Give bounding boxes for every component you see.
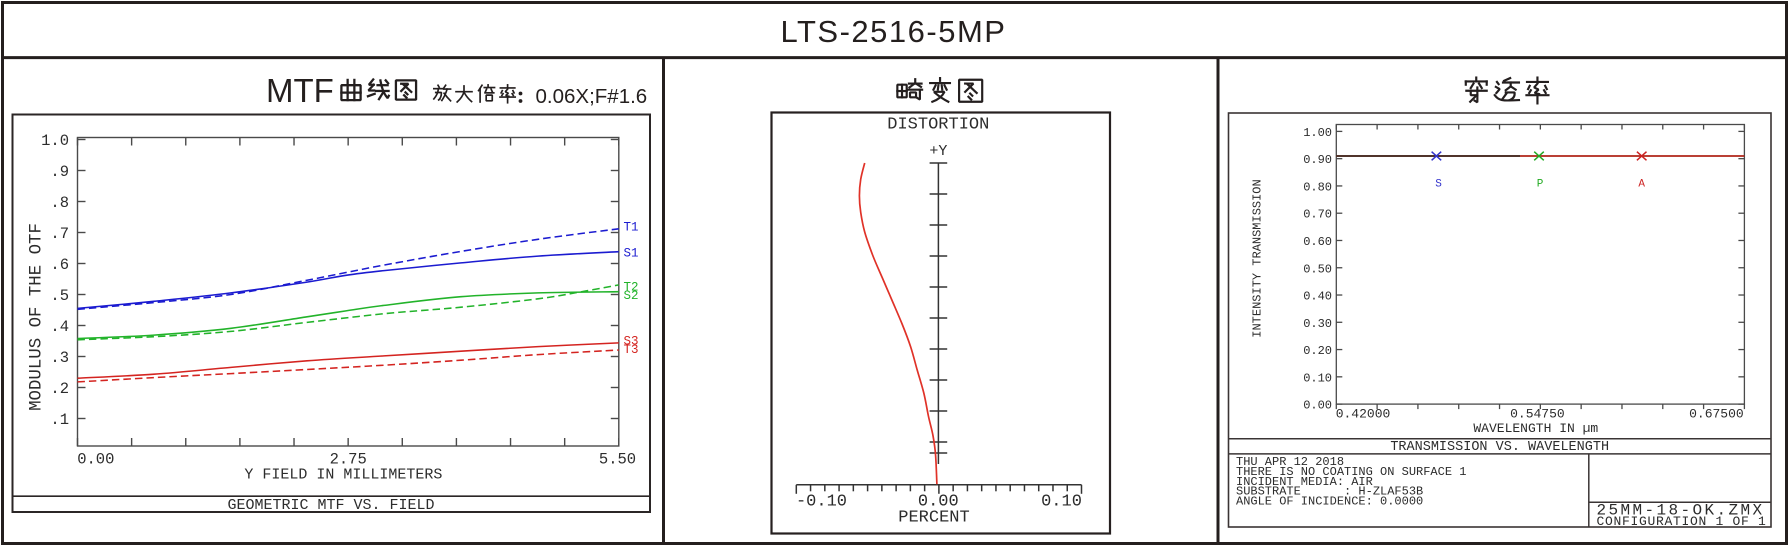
svg-text:Y FIELD IN MILLIMETERS: Y FIELD IN MILLIMETERS xyxy=(244,467,442,484)
svg-text:+Y: +Y xyxy=(929,143,947,160)
svg-text:CONFIGURATION 1 OF 1: CONFIGURATION 1 OF 1 xyxy=(1597,514,1767,529)
svg-text:LTS-2516-5MP: LTS-2516-5MP xyxy=(781,14,1007,49)
svg-text:0.80: 0.80 xyxy=(1303,180,1332,194)
svg-text:.1: .1 xyxy=(50,411,69,429)
svg-text:S2: S2 xyxy=(624,289,639,303)
svg-text:0.60: 0.60 xyxy=(1303,235,1332,249)
svg-text:T3: T3 xyxy=(624,343,639,357)
svg-text:THERE IS NO COATING ON SURFACE: THERE IS NO COATING ON SURFACE 1 xyxy=(1236,465,1466,479)
svg-text:INCIDENT MEDIA: AIR: INCIDENT MEDIA: AIR xyxy=(1236,475,1373,489)
svg-text:S: S xyxy=(1435,179,1442,191)
svg-text:.7: .7 xyxy=(50,225,69,243)
svg-text:.9: .9 xyxy=(50,163,69,181)
svg-text:5.50: 5.50 xyxy=(599,451,636,469)
svg-text:0.30: 0.30 xyxy=(1303,317,1332,331)
svg-text:SUBSTRATE : H-ZLAF53B: SUBSTRATE : H-ZLAF53B xyxy=(1236,485,1423,499)
svg-text:0.42000: 0.42000 xyxy=(1336,407,1391,422)
svg-text:GEOMETRIC MTF VS. FIELD: GEOMETRIC MTF VS. FIELD xyxy=(227,497,434,514)
svg-text:T1: T1 xyxy=(624,221,639,235)
svg-text:DISTORTION: DISTORTION xyxy=(887,116,989,135)
svg-text:0.06X;F#1.6: 0.06X;F#1.6 xyxy=(536,85,648,108)
svg-text:0.10: 0.10 xyxy=(1041,493,1082,512)
svg-text:THU APR 12 2018: THU APR 12 2018 xyxy=(1236,455,1344,469)
svg-text:0.67500: 0.67500 xyxy=(1689,407,1744,422)
svg-text:25MM-18-OK.ZMX: 25MM-18-OK.ZMX xyxy=(1597,502,1765,520)
svg-text:ANGLE OF INCIDENCE: 0.0000: ANGLE OF INCIDENCE: 0.0000 xyxy=(1236,495,1423,509)
svg-text:0.70: 0.70 xyxy=(1303,208,1332,222)
svg-text:MTF: MTF xyxy=(266,72,334,109)
svg-text:0.20: 0.20 xyxy=(1303,344,1332,358)
svg-text:0.50: 0.50 xyxy=(1303,262,1332,276)
svg-text:2.75: 2.75 xyxy=(330,451,367,469)
svg-text:0.54750: 0.54750 xyxy=(1510,407,1565,422)
svg-text:-0.10: -0.10 xyxy=(796,493,847,512)
svg-text:1.00: 1.00 xyxy=(1303,126,1332,140)
svg-text:.8: .8 xyxy=(50,194,69,212)
svg-text:P: P xyxy=(1537,179,1544,191)
svg-text:0.00: 0.00 xyxy=(918,493,959,512)
svg-text:.5: .5 xyxy=(50,287,69,305)
svg-text:.6: .6 xyxy=(50,256,69,274)
svg-text:S1: S1 xyxy=(624,247,639,261)
svg-text:.4: .4 xyxy=(50,318,69,336)
svg-text:0.40: 0.40 xyxy=(1303,290,1332,304)
svg-text:1.0: 1.0 xyxy=(41,132,69,150)
svg-text:MODULUS OF THE OTF: MODULUS OF THE OTF xyxy=(28,223,47,411)
svg-text:0.10: 0.10 xyxy=(1303,371,1332,385)
svg-text:TRANSMISSION VS. WAVELENGTH: TRANSMISSION VS. WAVELENGTH xyxy=(1390,440,1609,455)
svg-text:.2: .2 xyxy=(50,380,69,398)
svg-text:0.90: 0.90 xyxy=(1303,153,1332,167)
svg-text:WAVELENGTH IN µm: WAVELENGTH IN µm xyxy=(1473,421,1598,436)
svg-text:.3: .3 xyxy=(50,349,69,367)
svg-text:0.00: 0.00 xyxy=(77,451,114,469)
svg-text:A: A xyxy=(1638,179,1645,191)
svg-text:S3: S3 xyxy=(624,335,639,349)
svg-text:T2: T2 xyxy=(624,281,639,295)
svg-text:INTENSITY TRANSMISSION: INTENSITY TRANSMISSION xyxy=(1251,179,1265,337)
svg-text:PERCENT: PERCENT xyxy=(898,509,969,528)
svg-text:0.00: 0.00 xyxy=(1303,399,1332,413)
